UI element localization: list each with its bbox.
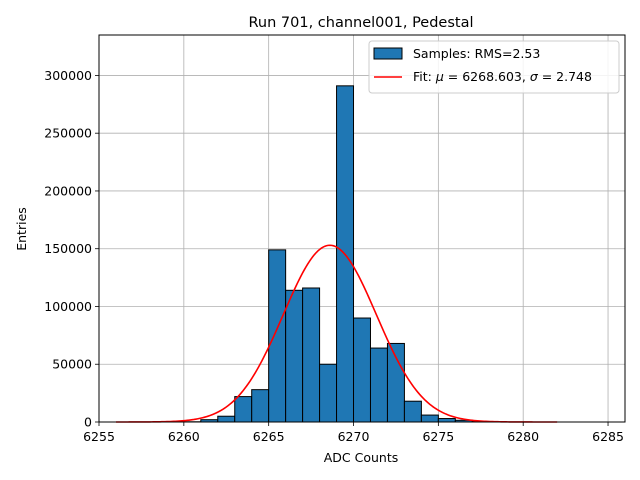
histogram-bar [420, 414, 439, 423]
histogram-bar [386, 342, 405, 423]
histogram-bar [302, 287, 321, 423]
histogram-bar [268, 249, 287, 423]
x-tick-label: 6260 [168, 429, 200, 444]
histogram-bar [251, 389, 270, 423]
legend-mu-value: = 6268.603, [444, 69, 530, 84]
histogram-bar [353, 317, 371, 423]
histogram-bar [437, 418, 456, 423]
chart-title: Run 701, channel001, Pedestal [248, 15, 473, 31]
legend-sigma-value: = 2.748 [538, 69, 592, 84]
x-tick-label: 6275 [422, 429, 454, 444]
legend-fit-prefix: Fit: [413, 69, 436, 84]
histogram-bar [217, 415, 236, 423]
legend-samples-swatch [373, 47, 403, 60]
legend-samples-label: Samples: RMS=2.53 [413, 46, 540, 61]
plot-frame [98, 34, 626, 423]
y-tick-label: 200000 [44, 183, 92, 198]
y-tick-label: 150000 [44, 241, 92, 256]
y-axis-label: Entries [14, 207, 29, 251]
y-tick-label: 100000 [44, 299, 92, 314]
x-tick-label: 6280 [507, 429, 539, 444]
x-tick-label: 6270 [338, 429, 370, 444]
legend-box [368, 40, 620, 94]
y-tick-label: 0 [84, 415, 92, 430]
histogram-bar [234, 396, 253, 423]
x-tick-label: 6265 [253, 429, 285, 444]
histogram-bar [319, 363, 338, 423]
y-tick-label: 50000 [52, 357, 92, 372]
fit-curve [115, 244, 558, 423]
y-tick-label: 300000 [44, 68, 92, 83]
y-axis-ticks: 0 50000 100000 150000 200000 250000 300000 [44, 68, 99, 430]
x-axis-ticks: 6255 6260 6265 6270 6275 6280 6285 [83, 422, 624, 444]
x-tick-label: 6255 [83, 429, 115, 444]
histogram-bar [369, 347, 388, 423]
x-axis-label: ADC Counts [324, 450, 399, 465]
histogram-bar [285, 289, 304, 423]
y-tick-label: 250000 [44, 126, 92, 141]
legend-fit-label: Fit: μ = 6268.603, σ = 2.748 [413, 69, 592, 84]
legend: Samples: RMS=2.53 Fit: μ = 6268.603, σ =… [368, 40, 620, 94]
histogram-bar [403, 400, 422, 423]
legend-mu-symbol: μ [435, 69, 444, 84]
legend-sigma-symbol: σ [530, 69, 539, 84]
x-tick-label: 6285 [592, 429, 624, 444]
